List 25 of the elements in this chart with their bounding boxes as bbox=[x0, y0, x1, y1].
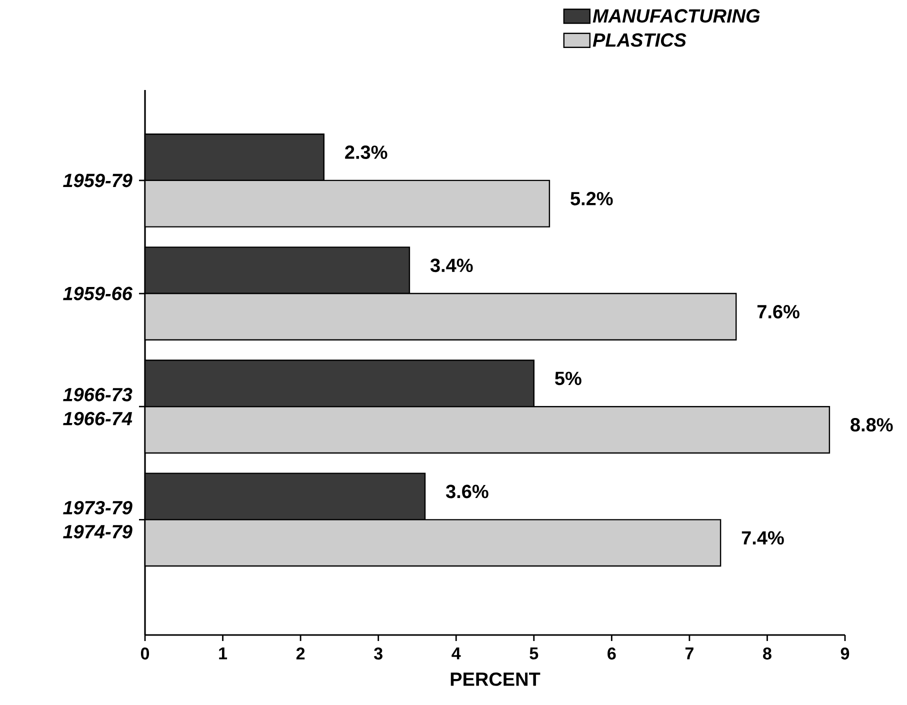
data-label: 7.6% bbox=[757, 304, 800, 318]
data-label: 3.4% bbox=[430, 258, 473, 272]
data-label: 5.2% bbox=[570, 192, 613, 206]
x-tick-label: 2 bbox=[296, 648, 305, 660]
data-label: 2.3% bbox=[345, 146, 388, 160]
legend-label: PLASTICS bbox=[592, 33, 686, 47]
x-tick-label: 5 bbox=[530, 648, 538, 660]
data-label: 3.6% bbox=[446, 484, 488, 498]
y-tick-label: 1959-66 bbox=[63, 286, 133, 300]
x-tick-label: 0 bbox=[140, 648, 150, 660]
x-tick-label: 3 bbox=[374, 648, 382, 660]
x-tick-label: 8 bbox=[763, 648, 772, 660]
x-tick-label: 1 bbox=[219, 648, 228, 660]
x-tick-label: 9 bbox=[840, 648, 850, 660]
data-label: 7.4% bbox=[742, 531, 784, 545]
legend-label: MANUFACTURING bbox=[592, 9, 760, 23]
y-tick-label: 1973-79 1974-79 bbox=[63, 500, 132, 538]
data-label: 5% bbox=[555, 372, 582, 386]
x-axis-title: PERCENT bbox=[450, 672, 540, 686]
data-label: 8.8% bbox=[850, 418, 893, 432]
x-tick-label: 7 bbox=[685, 648, 694, 660]
x-tick-label: 6 bbox=[608, 648, 616, 660]
y-tick-label: 1959-79 bbox=[63, 174, 132, 188]
y-tick-label: 1966-73 1966-74 bbox=[63, 388, 132, 426]
x-tick-label: 4 bbox=[452, 648, 461, 660]
